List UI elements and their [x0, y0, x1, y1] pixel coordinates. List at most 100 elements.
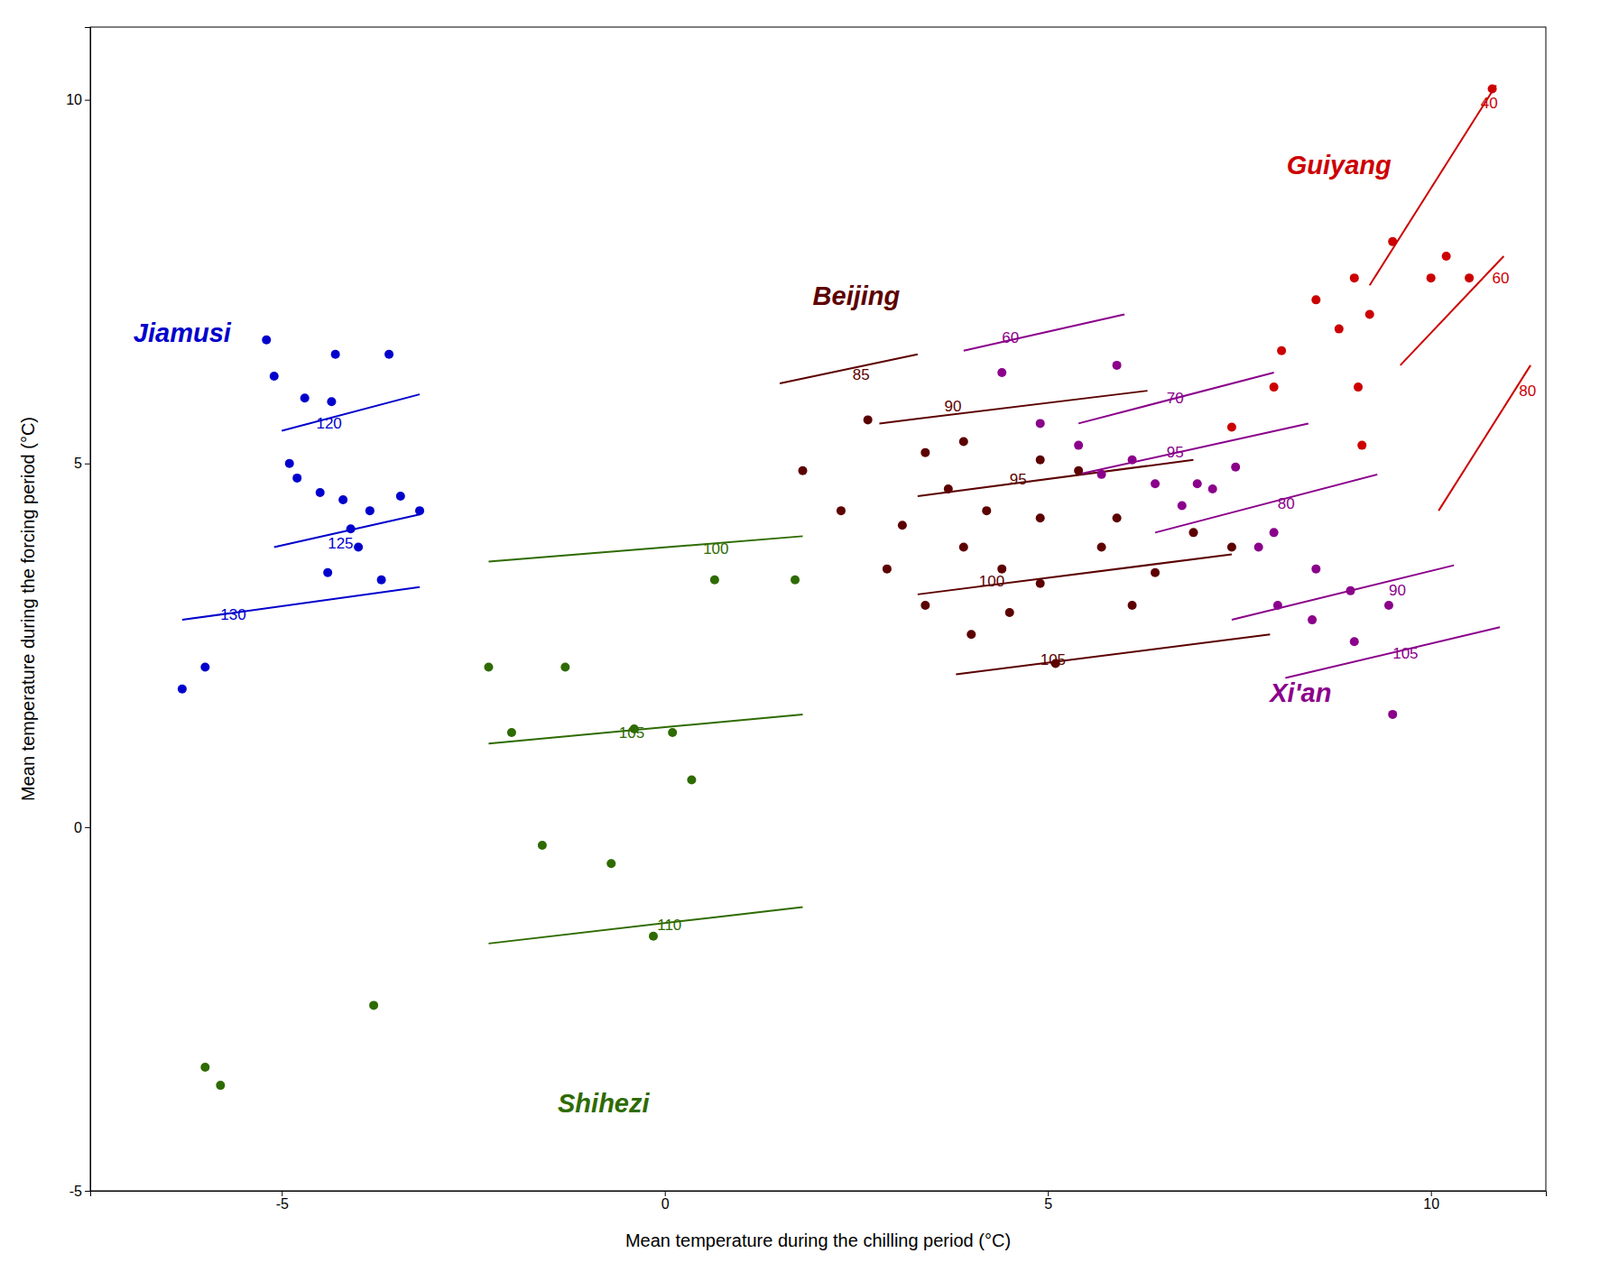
point	[920, 448, 930, 458]
point	[686, 775, 696, 785]
isoline-label: 60	[1492, 269, 1510, 287]
point	[269, 371, 279, 381]
point	[959, 437, 969, 447]
isoline	[917, 460, 1194, 497]
tick-label: 0	[73, 819, 83, 835]
isoline	[1078, 372, 1274, 424]
point	[384, 350, 394, 360]
point	[1035, 455, 1046, 465]
tick-mark	[84, 463, 91, 465]
tick-mark	[1047, 1191, 1049, 1197]
point	[1307, 615, 1317, 625]
isoline-label: 105	[1040, 651, 1066, 669]
tick: -5	[276, 1191, 289, 1212]
point	[1311, 295, 1321, 305]
point	[1353, 382, 1363, 392]
point	[1442, 251, 1452, 261]
point	[200, 663, 210, 673]
axis-line	[84, 27, 92, 1193]
isoline	[488, 907, 803, 944]
point	[177, 684, 187, 694]
tick-mark	[665, 1191, 666, 1197]
point	[1387, 710, 1397, 720]
isoline	[1285, 627, 1500, 678]
point	[365, 506, 375, 516]
point	[1227, 542, 1237, 552]
point	[1426, 273, 1436, 283]
point	[920, 601, 930, 611]
point	[897, 520, 907, 530]
isoline	[955, 634, 1270, 675]
point	[1112, 360, 1122, 370]
y-axis-title: Mean temperature during the forcing peri…	[18, 416, 38, 802]
point	[1311, 564, 1321, 574]
point	[836, 506, 846, 516]
isoline-label: 100	[702, 540, 729, 558]
point	[1269, 527, 1279, 537]
isoline-label: 80	[1518, 382, 1536, 400]
isoline	[1078, 423, 1309, 474]
point	[560, 663, 570, 673]
point	[959, 542, 969, 552]
plot-frame	[90, 27, 1546, 1192]
isoline-label: 130	[220, 606, 246, 624]
isoline	[878, 390, 1147, 424]
isoline-label: 40	[1480, 94, 1499, 112]
point	[331, 350, 341, 360]
point	[1097, 542, 1107, 552]
point	[377, 575, 387, 585]
point	[261, 335, 271, 345]
point	[1334, 324, 1344, 334]
point	[710, 575, 720, 585]
point	[1128, 601, 1138, 611]
isoline	[1231, 565, 1454, 620]
tick-label: -5	[69, 1183, 83, 1200]
tick-label: 10	[65, 92, 83, 108]
isoline-label: 95	[1166, 443, 1184, 462]
location-label: Guiyang	[1286, 150, 1392, 180]
point	[415, 506, 425, 516]
point	[1346, 586, 1356, 596]
tick: 10	[1423, 1191, 1440, 1212]
point	[1073, 441, 1083, 451]
point	[1188, 527, 1198, 537]
marks	[177, 84, 1531, 1092]
tick-label: 10	[1423, 1196, 1440, 1212]
point	[1035, 513, 1046, 523]
point	[507, 728, 517, 738]
isoline-label: 70	[1166, 389, 1184, 407]
point	[1464, 273, 1474, 283]
point	[667, 728, 677, 738]
point	[882, 564, 892, 574]
tick-label: 5	[73, 455, 83, 472]
point	[1150, 479, 1160, 489]
isoline-label: 95	[1009, 471, 1027, 489]
point	[1350, 273, 1360, 283]
point	[1112, 513, 1122, 523]
isoline	[1155, 474, 1378, 534]
point	[966, 629, 976, 639]
point	[323, 568, 333, 578]
isoline-label: 105	[1392, 645, 1418, 663]
point	[215, 1081, 225, 1091]
x-axis-title: Mean temperature during the chilling per…	[625, 1230, 1011, 1251]
point	[606, 859, 616, 869]
isoline	[488, 714, 803, 744]
isoline-label: 85	[852, 366, 870, 384]
point	[863, 415, 873, 425]
isoline-label: 105	[619, 724, 645, 742]
tick: 0	[661, 1191, 670, 1212]
isoline-label: 80	[1277, 495, 1295, 513]
isolines	[182, 85, 1531, 944]
point	[981, 506, 991, 516]
point	[346, 524, 356, 534]
point	[1177, 501, 1187, 511]
isoline	[182, 587, 420, 620]
point	[1035, 418, 1046, 428]
isoline	[779, 354, 918, 384]
tick-mark	[84, 1191, 91, 1193]
point	[1357, 441, 1367, 451]
point	[483, 663, 493, 673]
point	[1035, 579, 1046, 589]
point	[200, 1063, 210, 1073]
